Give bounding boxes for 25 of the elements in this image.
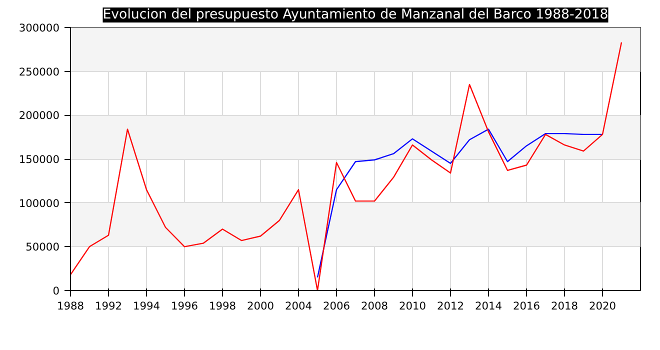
x-tick-label: 2014 bbox=[474, 300, 502, 312]
x-tick-label: 1994 bbox=[132, 300, 160, 312]
line-series bbox=[70, 42, 622, 290]
x-tick-label: 2016 bbox=[512, 300, 540, 312]
y-tick-label: 250000 bbox=[18, 65, 60, 78]
line-series bbox=[316, 128, 604, 278]
x-tick-label: 2012 bbox=[436, 300, 464, 312]
x-tick-label: 2000 bbox=[246, 300, 274, 312]
y-tick-label: 100000 bbox=[18, 196, 60, 210]
x-tick-label: 1996 bbox=[170, 300, 198, 312]
x-tick-label: 2006 bbox=[322, 300, 350, 312]
x-tick-label: 1998 bbox=[208, 300, 236, 312]
x-tick-label: 1988 bbox=[56, 300, 84, 312]
y-tick-label: 0 bbox=[52, 284, 60, 298]
y-tick-label: 150000 bbox=[18, 153, 60, 166]
x-tick-label: 2004 bbox=[284, 300, 312, 312]
x-tick-label: 2018 bbox=[550, 300, 578, 312]
x-tick-label: 2010 bbox=[398, 300, 426, 312]
x-tick-label: 2008 bbox=[360, 300, 388, 312]
y-tick-label: 50000 bbox=[26, 240, 60, 254]
y-tick-label: 200000 bbox=[18, 109, 60, 122]
y-tick-label: 300000 bbox=[18, 22, 60, 34]
x-tick-label: 2020 bbox=[588, 300, 616, 312]
chart-title: Evolucion del presupuesto Ayuntamiento de Manzanal del Barco 1988-2018 bbox=[102, 8, 608, 22]
x-tick-label: 1992 bbox=[94, 300, 122, 312]
